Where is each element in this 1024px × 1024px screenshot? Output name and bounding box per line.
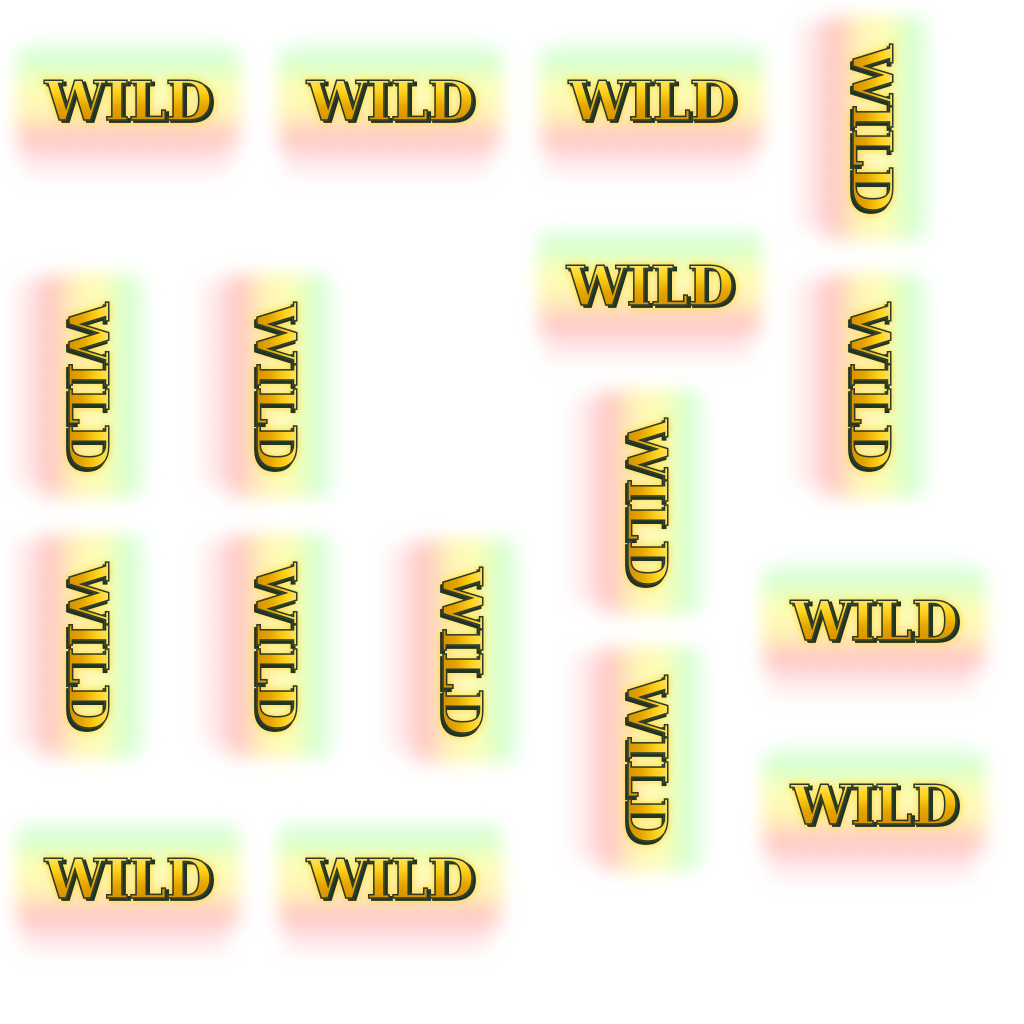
wild-symbol: WILD xyxy=(586,647,708,871)
wild-label: WILD xyxy=(243,296,309,476)
wild-glow xyxy=(762,744,986,866)
wild-symbol: WILD xyxy=(215,534,337,758)
wild-symbol: WILD xyxy=(16,40,240,162)
wild-label: WILD xyxy=(560,255,740,317)
wild-label: WILD xyxy=(839,38,905,218)
wild-label: WILD xyxy=(300,848,480,910)
wild-label: WILD xyxy=(300,70,480,132)
wild-symbol: WILD xyxy=(809,274,931,498)
wild-symbol: WILD xyxy=(762,560,986,682)
wild-glow xyxy=(16,818,240,940)
wild-symbol: WILD xyxy=(762,744,986,866)
wild-label: WILD xyxy=(614,669,680,849)
wild-label: WILD xyxy=(38,70,218,132)
wild-symbol: WILD xyxy=(16,818,240,940)
wild-symbol: WILD xyxy=(811,16,933,240)
wild-glow xyxy=(16,40,240,162)
wild-label: WILD xyxy=(562,70,742,132)
wild-label: WILD xyxy=(55,296,121,476)
wild-label: WILD xyxy=(784,590,964,652)
wild-glow xyxy=(762,560,986,682)
wild-glow xyxy=(540,40,764,162)
wild-label: WILD xyxy=(784,774,964,836)
wild-label: WILD xyxy=(614,412,680,592)
wild-label: WILD xyxy=(837,296,903,476)
wild-symbol: WILD xyxy=(27,274,149,498)
wild-symbol: WILD xyxy=(586,390,708,614)
wild-label: WILD xyxy=(38,848,218,910)
wild-symbol: WILD xyxy=(278,818,502,940)
wild-symbol: WILD xyxy=(278,40,502,162)
wild-symbol: WILD xyxy=(27,534,149,758)
wild-glow xyxy=(278,40,502,162)
wild-label: WILD xyxy=(429,561,495,741)
wild-symbol: WILD xyxy=(538,225,762,347)
wild-symbol: WILD xyxy=(401,539,523,763)
wild-glow xyxy=(278,818,502,940)
wild-label: WILD xyxy=(243,556,309,736)
wild-label: WILD xyxy=(55,556,121,736)
wild-symbol: WILD xyxy=(540,40,764,162)
wild-glow xyxy=(538,225,762,347)
wild-symbol: WILD xyxy=(215,274,337,498)
